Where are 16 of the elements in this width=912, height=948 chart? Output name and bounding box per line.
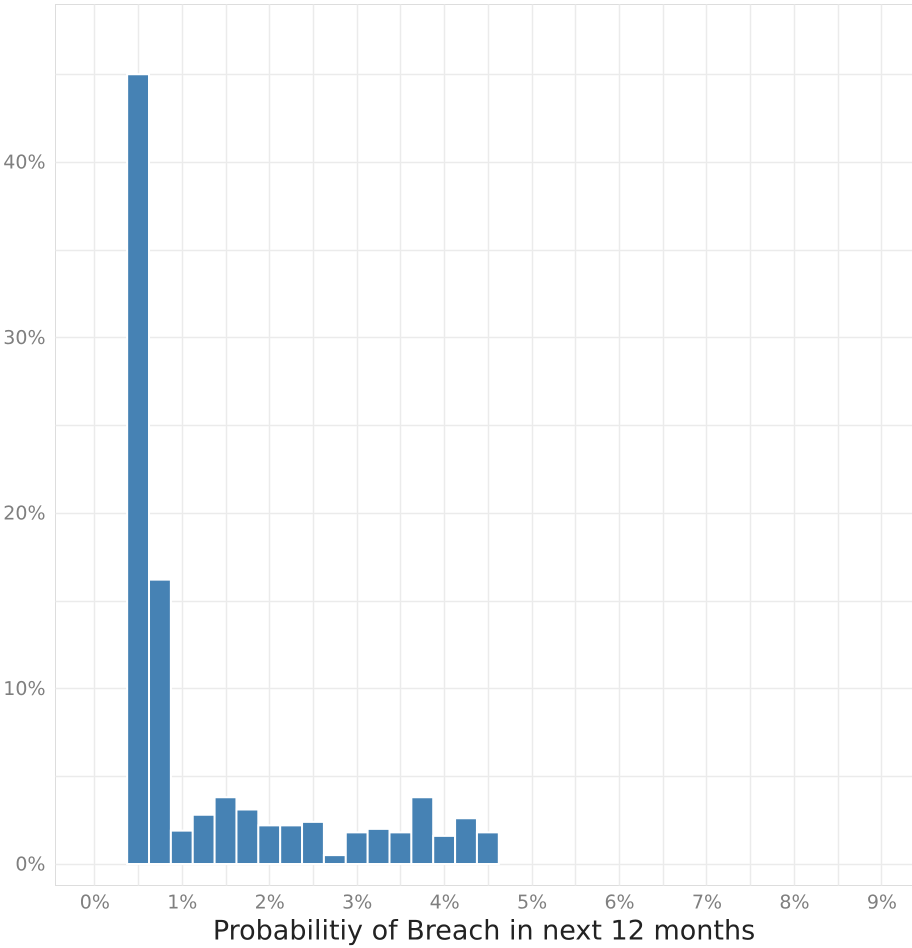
- y-tick-label: 30%: [3, 326, 46, 349]
- y-tick-label: 20%: [3, 502, 46, 524]
- x-tick-label: 1%: [167, 892, 198, 914]
- y-tick-label: 0%: [15, 853, 46, 876]
- x-tick-label: 3%: [342, 892, 372, 914]
- x-tick-label: 7%: [692, 892, 722, 914]
- x-tick-label: 8%: [779, 892, 810, 914]
- y-tick-label: 10%: [3, 678, 46, 700]
- x-tick-label: 6%: [604, 892, 635, 914]
- x-axis-title: Probabilitiy of Breach in next 12 months: [212, 916, 756, 946]
- x-tick-label: 0%: [80, 892, 110, 914]
- y-tick-label: 40%: [3, 151, 46, 174]
- x-tick-label: 2%: [254, 892, 285, 914]
- x-tick-label: 9%: [866, 892, 897, 914]
- x-tick-label: 5%: [517, 892, 548, 914]
- x-tick-label: 4%: [430, 892, 460, 914]
